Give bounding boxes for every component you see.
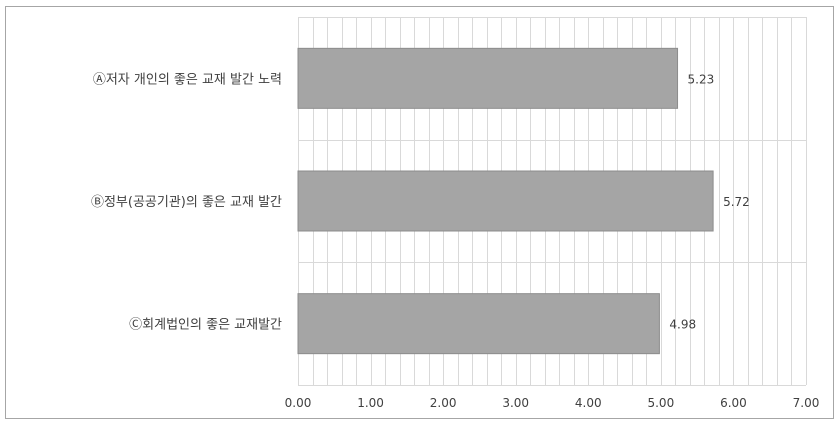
x-axis-tick-labels: 0.00 1.00 2.00 3.00 4.00 5.00 6.00 7.00 <box>285 396 820 410</box>
x-tick-label: 6.00 <box>720 396 747 410</box>
data-label: 5.72 <box>723 195 750 209</box>
chart-frame: Ⓐ저자 개인의 좋은 교재 발간 노력 Ⓑ정부(공공기관)의 좋은 교재 발간 Ⓒ회… <box>5 6 834 419</box>
bar <box>297 293 660 355</box>
bar-chart: Ⓐ저자 개인의 좋은 교재 발간 노력 Ⓑ정부(공공기관)의 좋은 교재 발간 Ⓒ회… <box>91 17 820 410</box>
x-tick-label: 2.00 <box>430 396 457 410</box>
x-tick-label: 3.00 <box>502 396 529 410</box>
bars <box>297 47 714 355</box>
category-label: Ⓒ회계법인의 좋은 교재발간 <box>129 318 282 333</box>
data-label: 4.98 <box>669 318 696 332</box>
category-labels: Ⓐ저자 개인의 좋은 교재 발간 노력 Ⓑ정부(공공기관)의 좋은 교재 발간 Ⓒ회… <box>91 72 282 332</box>
x-tick-label: 4.00 <box>575 396 602 410</box>
category-label: Ⓑ정부(공공기관)의 좋은 교재 발간 <box>91 195 282 210</box>
x-tick-label: 5.00 <box>647 396 674 410</box>
x-tick-label: 1.00 <box>357 396 384 410</box>
data-label: 5.23 <box>688 72 715 86</box>
category-label: Ⓐ저자 개인의 좋은 교재 발간 노력 <box>93 72 282 87</box>
data-labels: 5.23 5.72 4.98 <box>669 72 749 331</box>
bar <box>297 170 714 232</box>
x-tick-label: 7.00 <box>793 396 820 410</box>
x-tick-label: 0.00 <box>285 396 312 410</box>
bar <box>297 47 679 109</box>
